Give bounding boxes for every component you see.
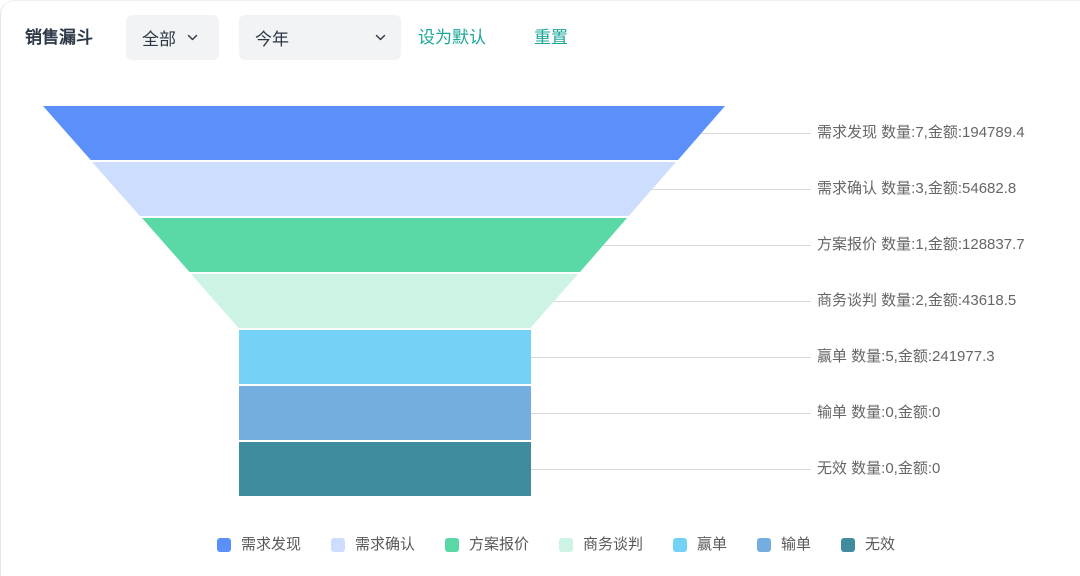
page-title: 销售漏斗 bbox=[25, 28, 93, 47]
period-select-value: 今年 bbox=[255, 30, 289, 49]
legend-item[interactable]: 输单 bbox=[757, 537, 811, 553]
funnel-label: 需求确认 数量:3,金额:54682.8 bbox=[817, 180, 1017, 197]
funnel-label: 赢单 数量:5,金额:241977.3 bbox=[817, 348, 995, 365]
reset-button[interactable]: 重置 bbox=[534, 28, 568, 47]
legend-swatch-icon bbox=[558, 538, 573, 552]
scope-select[interactable]: 全部 bbox=[126, 15, 219, 60]
funnel-segment-1[interactable] bbox=[43, 106, 725, 160]
funnel-segment-7[interactable] bbox=[239, 442, 531, 496]
legend-label: 无效 bbox=[865, 536, 896, 553]
label-line bbox=[531, 469, 811, 470]
set-default-button[interactable]: 设为默认 bbox=[418, 28, 486, 47]
legend-item[interactable]: 赢单 bbox=[673, 537, 727, 553]
funnel-label: 输单 数量:0,金额:0 bbox=[817, 404, 941, 421]
funnel-segment-2[interactable] bbox=[92, 162, 676, 216]
funnel-label: 需求发现 数量:7,金额:194789.4 bbox=[817, 124, 1025, 141]
legend-label: 商务谈判 bbox=[582, 536, 643, 553]
legend-label: 需求发现 bbox=[240, 536, 301, 553]
funnel-label: 方案报价 数量:1,金额:128837.7 bbox=[817, 236, 1025, 253]
legend-item[interactable]: 商务谈判 bbox=[558, 536, 643, 553]
legend-item[interactable]: 需求确认 bbox=[330, 536, 415, 553]
funnel-segment-5[interactable] bbox=[239, 330, 531, 384]
scope-select-value: 全部 bbox=[142, 30, 176, 49]
label-line bbox=[603, 245, 811, 246]
legend-label: 需求确认 bbox=[354, 536, 415, 553]
legend-swatch-icon bbox=[444, 538, 459, 552]
label-line bbox=[652, 189, 811, 190]
legend-item[interactable]: 需求发现 bbox=[216, 536, 301, 553]
legend-label: 赢单 bbox=[697, 536, 728, 553]
label-line bbox=[531, 413, 811, 414]
legend-item[interactable]: 方案报价 bbox=[444, 536, 529, 553]
funnel-segment-4[interactable] bbox=[191, 274, 578, 328]
legend-label: 方案报价 bbox=[468, 536, 529, 553]
funnel-label: 无效 数量:0,金额:0 bbox=[817, 460, 941, 477]
legend-item[interactable]: 无效 bbox=[841, 537, 895, 553]
legend-swatch-icon bbox=[757, 538, 772, 552]
funnel-segment-6[interactable] bbox=[239, 386, 531, 440]
funnel-segment-3[interactable] bbox=[142, 218, 627, 272]
legend-swatch-icon bbox=[673, 538, 687, 552]
legend-swatch-icon bbox=[330, 538, 345, 552]
label-line bbox=[701, 133, 811, 134]
chart-legend: 需求发现 需求确认 方案报价 商务谈判 赢单 输单 无效 bbox=[1, 537, 1080, 553]
period-select[interactable]: 今年 bbox=[239, 15, 401, 60]
legend-label: 输单 bbox=[781, 536, 812, 553]
legend-swatch-icon bbox=[841, 538, 856, 552]
chevron-down-icon bbox=[375, 34, 386, 41]
legend-swatch-icon bbox=[216, 538, 231, 552]
funnel-label: 商务谈判 数量:2,金额:43618.5 bbox=[817, 292, 1017, 309]
label-line bbox=[531, 357, 811, 358]
label-line bbox=[554, 301, 811, 302]
chevron-down-icon bbox=[187, 34, 198, 41]
